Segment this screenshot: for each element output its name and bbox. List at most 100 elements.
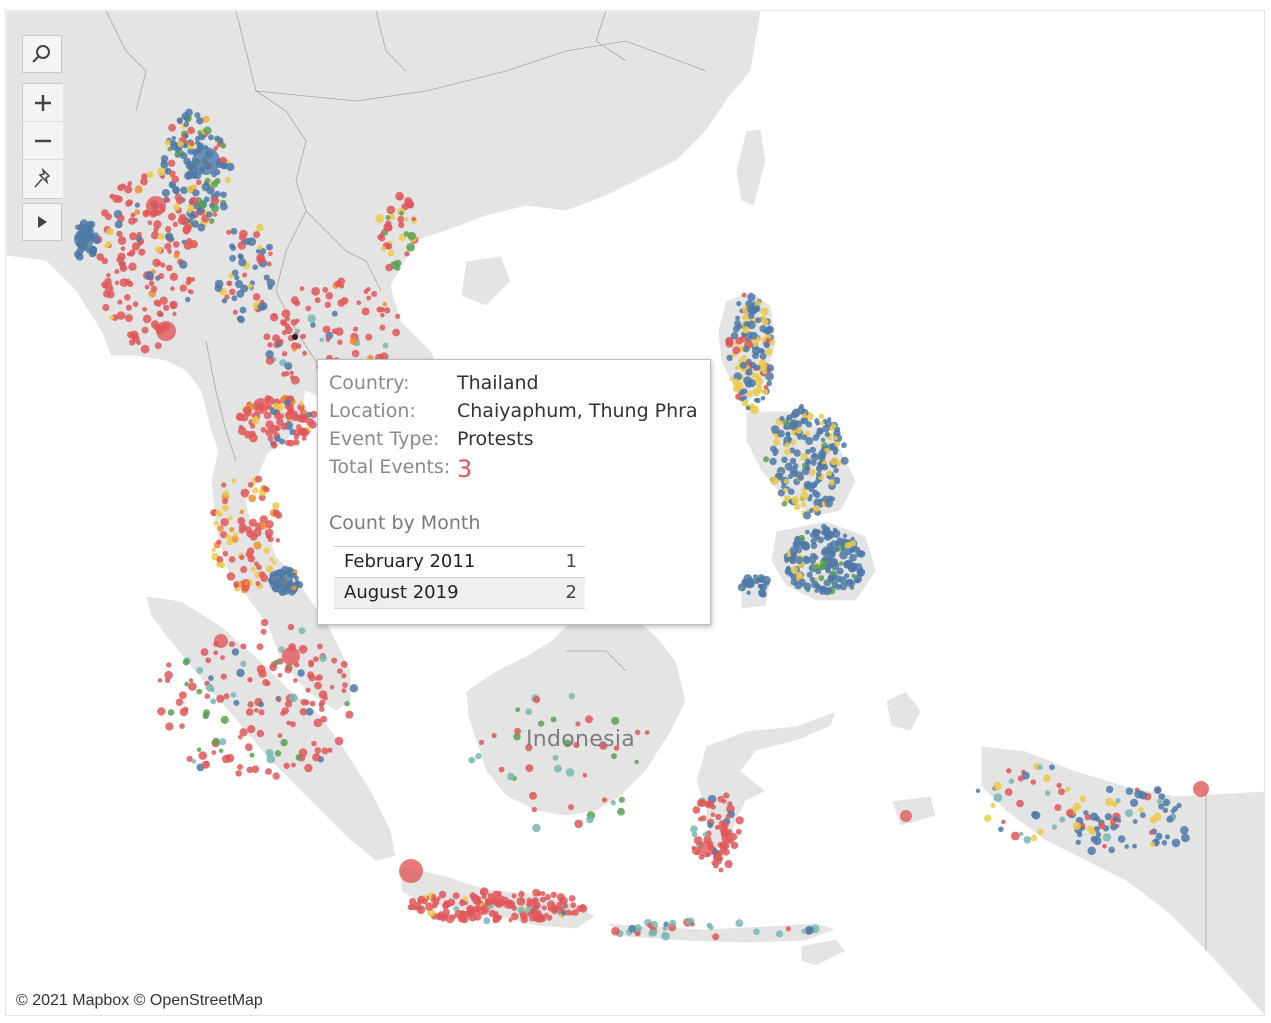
event-dot[interactable] bbox=[331, 310, 338, 317]
event-dot[interactable] bbox=[787, 436, 792, 442]
play-button[interactable] bbox=[22, 203, 62, 241]
event-dot[interactable] bbox=[756, 384, 763, 391]
event-dot[interactable] bbox=[478, 739, 485, 746]
event-dot[interactable] bbox=[407, 904, 414, 911]
event-dot[interactable] bbox=[513, 733, 521, 741]
event-dot[interactable] bbox=[822, 495, 829, 503]
event-dot[interactable] bbox=[182, 658, 190, 666]
event-dot[interactable] bbox=[733, 384, 741, 393]
event-dot[interactable] bbox=[544, 912, 549, 918]
event-dot[interactable] bbox=[278, 646, 285, 653]
event-dot[interactable] bbox=[246, 547, 255, 555]
event-dot[interactable] bbox=[349, 684, 359, 693]
event-dot[interactable] bbox=[802, 511, 812, 520]
event-dot[interactable] bbox=[644, 730, 650, 735]
event-dot[interactable] bbox=[574, 819, 583, 829]
event-dot[interactable] bbox=[404, 251, 410, 257]
event-dot[interactable] bbox=[176, 117, 183, 124]
event-dot[interactable] bbox=[136, 231, 142, 237]
event-dot[interactable] bbox=[404, 217, 409, 222]
event-dot[interactable] bbox=[635, 729, 641, 735]
event-dot[interactable] bbox=[839, 582, 848, 591]
event-dot[interactable] bbox=[736, 301, 742, 307]
event-dot[interactable] bbox=[1058, 788, 1065, 796]
event-dot[interactable] bbox=[210, 509, 218, 517]
event-dot-large[interactable] bbox=[399, 859, 423, 883]
event-dot[interactable] bbox=[1117, 835, 1126, 843]
event-dot[interactable] bbox=[167, 249, 172, 254]
event-dot[interactable] bbox=[117, 236, 127, 245]
event-dot[interactable] bbox=[289, 370, 294, 375]
event-dot[interactable] bbox=[796, 571, 803, 578]
event-dot[interactable] bbox=[809, 576, 816, 583]
event-dot[interactable] bbox=[735, 919, 744, 928]
event-dot[interactable] bbox=[1054, 804, 1062, 812]
event-dot[interactable] bbox=[1010, 831, 1020, 841]
event-dot[interactable] bbox=[294, 580, 301, 586]
event-dot[interactable] bbox=[134, 202, 140, 208]
event-dot[interactable] bbox=[789, 421, 798, 431]
event-dot[interactable] bbox=[808, 486, 815, 493]
event-dot[interactable] bbox=[805, 556, 811, 562]
event-dot[interactable] bbox=[165, 226, 172, 233]
event-dot[interactable] bbox=[117, 184, 125, 192]
event-dot[interactable] bbox=[161, 188, 170, 197]
event-dot[interactable] bbox=[187, 126, 195, 135]
event-dot[interactable] bbox=[331, 657, 338, 664]
event-dot[interactable] bbox=[829, 496, 836, 502]
event-dot[interactable] bbox=[790, 578, 798, 586]
event-dot[interactable] bbox=[188, 678, 194, 683]
event-dot[interactable] bbox=[272, 313, 278, 318]
event-dot[interactable] bbox=[817, 428, 824, 435]
event-dot[interactable] bbox=[239, 554, 245, 561]
event-dot[interactable] bbox=[610, 800, 616, 806]
event-dot[interactable] bbox=[821, 529, 827, 536]
event-dot[interactable] bbox=[552, 754, 559, 761]
event-dot[interactable] bbox=[253, 231, 261, 239]
event-dot[interactable] bbox=[179, 707, 189, 717]
event-dot[interactable] bbox=[392, 328, 400, 337]
event-dot[interactable] bbox=[821, 523, 827, 530]
event-dot[interactable] bbox=[265, 768, 272, 775]
event-dot[interactable] bbox=[240, 284, 249, 293]
event-dot[interactable] bbox=[196, 179, 202, 186]
event-dot[interactable] bbox=[117, 252, 126, 261]
event-dot[interactable] bbox=[255, 581, 261, 586]
event-dot[interactable] bbox=[775, 930, 784, 938]
event-dot[interactable] bbox=[821, 586, 828, 593]
event-dot[interactable] bbox=[138, 248, 146, 256]
event-dot[interactable] bbox=[803, 582, 812, 591]
event-dot[interactable] bbox=[235, 770, 242, 777]
event-dot[interactable] bbox=[313, 718, 323, 728]
event-dot[interactable] bbox=[742, 314, 750, 321]
event-dot[interactable] bbox=[781, 501, 788, 507]
event-dot[interactable] bbox=[302, 409, 307, 415]
event-dot[interactable] bbox=[752, 352, 759, 360]
event-dot[interactable] bbox=[187, 164, 194, 171]
event-dot[interactable] bbox=[236, 290, 245, 298]
event-dot[interactable] bbox=[990, 802, 996, 808]
event-dot[interactable] bbox=[398, 221, 405, 229]
event-dot[interactable] bbox=[314, 681, 322, 690]
event-dot[interactable] bbox=[186, 185, 194, 193]
event-dot[interactable] bbox=[747, 293, 756, 302]
event-dot[interactable] bbox=[284, 700, 293, 708]
event-dot[interactable] bbox=[1030, 834, 1038, 842]
event-dot[interactable] bbox=[104, 243, 109, 249]
event-dot[interactable] bbox=[284, 316, 290, 322]
event-dot[interactable] bbox=[1134, 789, 1143, 799]
event-dot[interactable] bbox=[212, 737, 220, 746]
event-dot[interactable] bbox=[828, 479, 835, 486]
event-dot[interactable] bbox=[286, 720, 292, 726]
event-dot[interactable] bbox=[256, 255, 266, 265]
event-dot[interactable] bbox=[287, 408, 294, 415]
event-dot[interactable] bbox=[263, 411, 272, 420]
event-dot[interactable] bbox=[824, 551, 833, 561]
event-dot[interactable] bbox=[166, 264, 173, 272]
event-dot[interactable] bbox=[255, 475, 263, 483]
event-dot[interactable] bbox=[732, 346, 741, 355]
event-dot[interactable] bbox=[233, 532, 238, 537]
event-dot[interactable] bbox=[824, 431, 831, 438]
event-dot[interactable] bbox=[132, 301, 139, 307]
event-dot[interactable] bbox=[411, 216, 416, 222]
